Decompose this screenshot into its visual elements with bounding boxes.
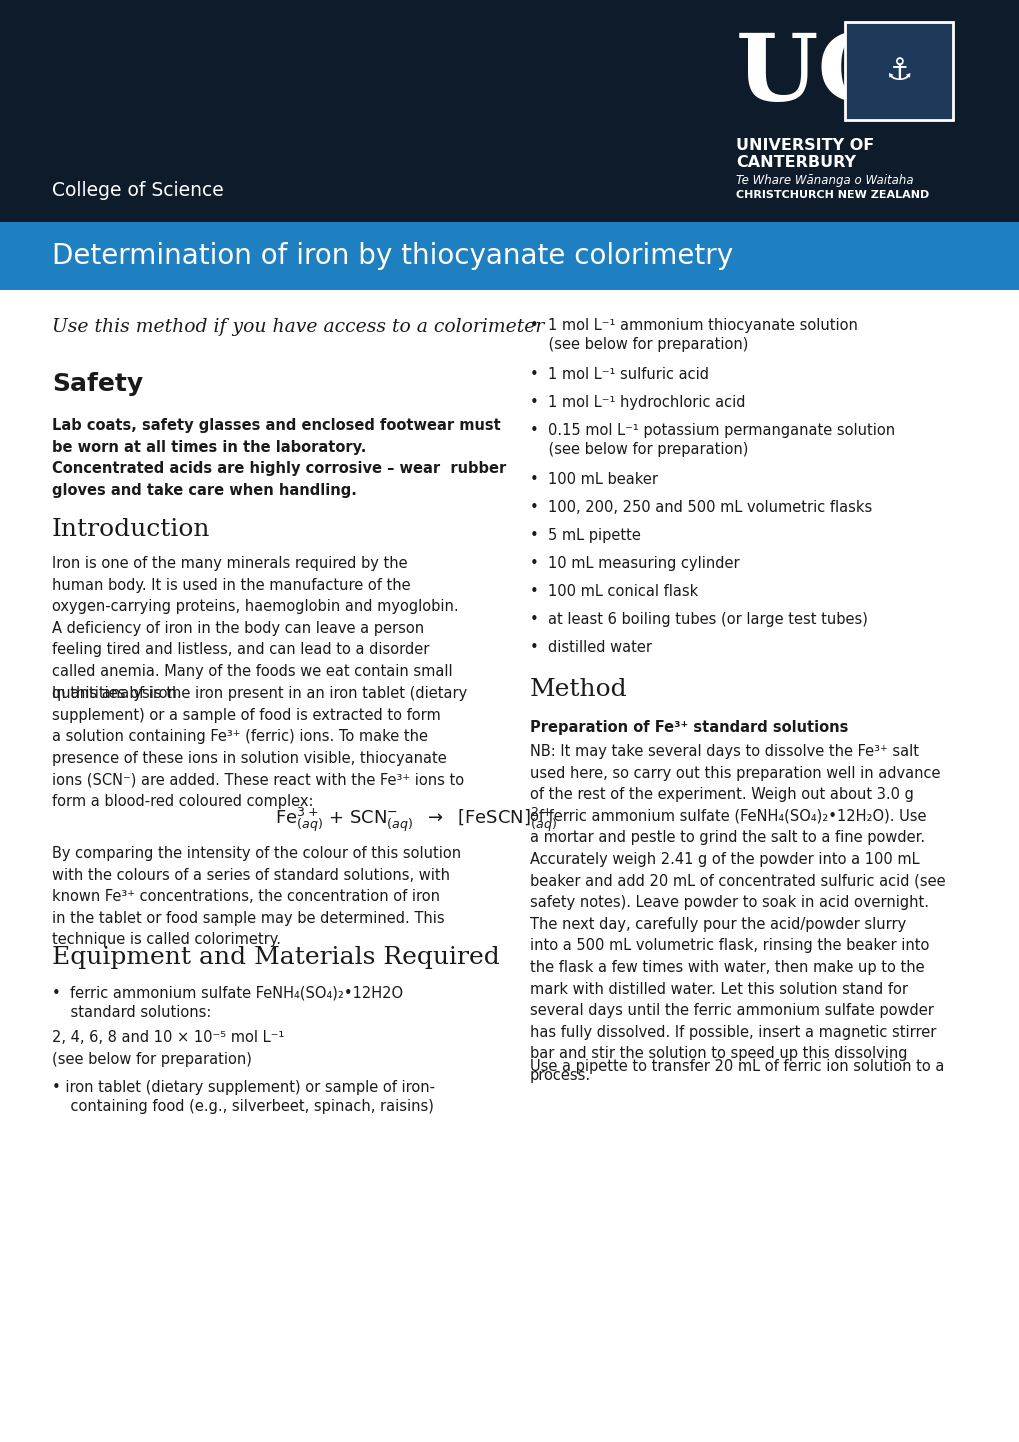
Text: CANTERBURY: CANTERBURY [736,154,855,170]
Text: •  0.15 mol L⁻¹ potassium permanganate solution: • 0.15 mol L⁻¹ potassium permanganate so… [530,423,895,438]
Text: Fe$^{3+}_{(aq)}$ + SCN$^{-}_{(aq)}$  $\rightarrow$  [FeSCN]$^{2+}_{(aq)}$: Fe$^{3+}_{(aq)}$ + SCN$^{-}_{(aq)}$ $\ri… [275,806,557,835]
Text: containing food (e.g., silverbeet, spinach, raisins): containing food (e.g., silverbeet, spina… [52,1099,433,1115]
Text: •  5 mL pipette: • 5 mL pipette [530,528,640,544]
Text: Te Whare Wānanga o Waitaha: Te Whare Wānanga o Waitaha [736,174,913,187]
Text: •  100, 200, 250 and 500 mL volumetric flasks: • 100, 200, 250 and 500 mL volumetric fl… [530,500,871,515]
Text: (see below for preparation): (see below for preparation) [530,337,748,352]
Text: Introduction: Introduction [52,518,210,541]
Text: •  1 mol L⁻¹ sulfuric acid: • 1 mol L⁻¹ sulfuric acid [530,368,708,382]
Text: NB: It may take several days to dissolve the Fe³⁺ salt
used here, so carry out t: NB: It may take several days to dissolve… [530,744,945,1083]
Text: •  distilled water: • distilled water [530,640,651,655]
Text: •  1 mol L⁻¹ ammonium thiocyanate solution: • 1 mol L⁻¹ ammonium thiocyanate solutio… [530,319,857,333]
Bar [844,22,952,120]
Text: UNIVERSITY OF: UNIVERSITY OF [736,138,873,153]
Text: Use a pipette to transfer 20 mL of ferric ion solution to a: Use a pipette to transfer 20 mL of ferri… [530,1058,944,1074]
Text: •  at least 6 boiling tubes (or large test tubes): • at least 6 boiling tubes (or large tes… [530,611,867,627]
Text: •  100 mL beaker: • 100 mL beaker [530,472,657,487]
Text: College of Science: College of Science [52,182,223,200]
Text: •  1 mol L⁻¹ hydrochloric acid: • 1 mol L⁻¹ hydrochloric acid [530,395,745,410]
Text: ⚓: ⚓ [884,56,912,85]
Text: •  10 mL measuring cylinder: • 10 mL measuring cylinder [530,557,739,571]
Text: Iron is one of the many minerals required by the
human body. It is used in the m: Iron is one of the many minerals require… [52,557,459,701]
Text: Method: Method [530,678,627,701]
Text: Equipment and Materials Required: Equipment and Materials Required [52,946,499,969]
Text: By comparing the intensity of the colour of this solution
with the colours of a : By comparing the intensity of the colour… [52,846,461,947]
Text: Lab coats, safety glasses and enclosed footwear must
be worn at all times in the: Lab coats, safety glasses and enclosed f… [52,418,505,497]
Bar [0,222,1019,290]
Text: • iron tablet (dietary supplement) or sample of iron-: • iron tablet (dietary supplement) or sa… [52,1080,434,1094]
Text: CHRISTCHURCH NEW ZEALAND: CHRISTCHURCH NEW ZEALAND [736,190,928,200]
Text: Preparation of Fe³⁺ standard solutions: Preparation of Fe³⁺ standard solutions [530,720,848,735]
Text: (see below for preparation): (see below for preparation) [530,443,748,457]
Text: Use this method if you have access to a colorimeter: Use this method if you have access to a … [52,319,544,336]
Text: standard solutions:: standard solutions: [52,1005,211,1019]
Text: 2, 4, 6, 8 and 10 × 10⁻⁵ mol L⁻¹
(see below for preparation): 2, 4, 6, 8 and 10 × 10⁻⁵ mol L⁻¹ (see be… [52,1030,284,1067]
Text: •  100 mL conical flask: • 100 mL conical flask [530,584,698,598]
Bar [0,0,1019,222]
Text: UC: UC [736,30,893,120]
Text: Safety: Safety [52,372,143,397]
Text: In this analysis the iron present in an iron tablet (dietary
supplement) or a sa: In this analysis the iron present in an … [52,686,467,809]
Text: •  ferric ammonium sulfate FeNH₄(SO₄)₂•12H2O: • ferric ammonium sulfate FeNH₄(SO₄)₂•12… [52,986,403,1001]
Text: Determination of iron by thiocyanate colorimetry: Determination of iron by thiocyanate col… [52,242,733,270]
